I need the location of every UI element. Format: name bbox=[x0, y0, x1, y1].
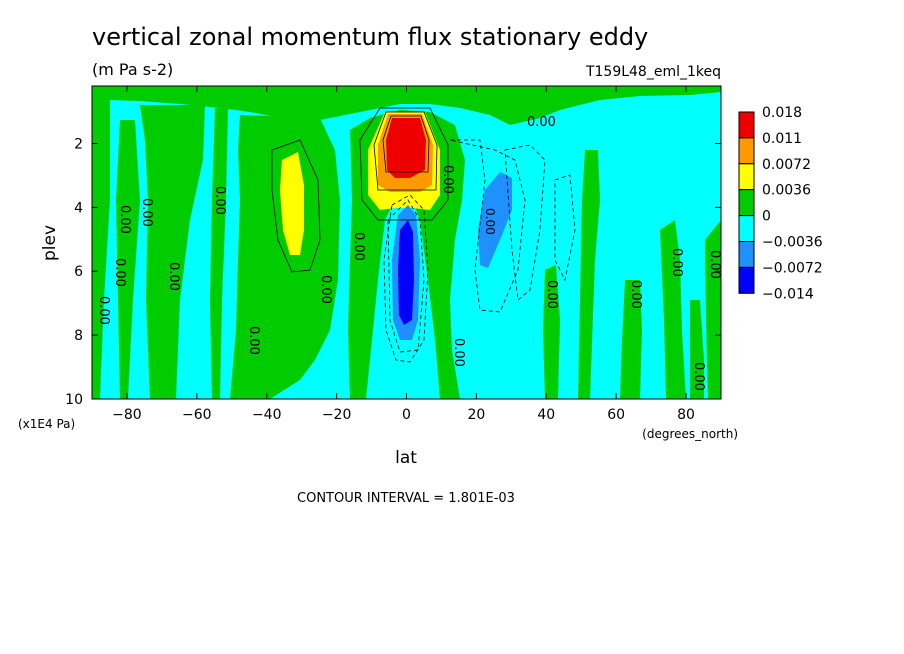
x-tick-label: 60 bbox=[607, 407, 625, 423]
green-region-midlat-south bbox=[230, 115, 340, 399]
green-region-north-a bbox=[543, 265, 560, 399]
colorbar: 0.018 0.011 0.0072 0.0036 0 −0.0036 −0.0072 −0.… bbox=[738, 105, 823, 302]
contour-field: 0.00 0.00 0.00 0.00 0.00 0.00 0.00 0.00 … bbox=[92, 86, 722, 399]
colorbar-swatch bbox=[738, 111, 755, 139]
colorbar-level-label: 0.0072 bbox=[762, 157, 811, 173]
green-region-north-polar bbox=[705, 220, 721, 399]
green-region-top bbox=[92, 86, 721, 125]
x-units-label: (degrees_north) bbox=[642, 427, 738, 441]
contour-label: 0.00 bbox=[691, 362, 706, 391]
contour-label: 0.00 bbox=[669, 248, 684, 277]
x-tick-label: 80 bbox=[677, 407, 695, 423]
contour-interval-text: CONTOUR INTERVAL = 1.801E-03 bbox=[297, 491, 515, 506]
colorbar-level-label: −0.0072 bbox=[762, 260, 823, 276]
green-region-north-c bbox=[620, 280, 642, 399]
contour-label: 0.00 bbox=[351, 232, 366, 261]
x-tick-label: −40 bbox=[252, 407, 282, 423]
contour-label: 0.00 bbox=[246, 326, 261, 355]
x-tick-label: −60 bbox=[182, 407, 212, 423]
dataset-label: T159L48_eml_1keq bbox=[585, 64, 721, 80]
contour-label: 0.00 bbox=[96, 296, 111, 325]
contour-label: 0.00 bbox=[212, 186, 227, 215]
x-axis: −80 −60 −40 −20 0 20 40 60 80 bbox=[112, 86, 695, 423]
green-region-south-b bbox=[140, 105, 205, 399]
green-region-north-b bbox=[578, 150, 600, 399]
contour-label: 0.00 bbox=[117, 205, 132, 234]
y-axis-label: plev bbox=[40, 225, 60, 261]
blue-region-north-subtropics bbox=[478, 172, 512, 268]
green-region-north-d bbox=[660, 220, 686, 399]
y-tick-label: 2 bbox=[74, 136, 83, 152]
contour-label: 0.00 bbox=[483, 208, 497, 235]
colorbar-swatch bbox=[738, 241, 755, 268]
y-tick-label: 6 bbox=[74, 264, 83, 280]
colorbar-level-label: 0.0036 bbox=[762, 183, 811, 199]
colorbar-swatch bbox=[738, 163, 755, 191]
contour-label: 0.00 bbox=[440, 165, 455, 194]
contour-label: 0.00 bbox=[166, 262, 181, 291]
x-tick-label: 0 bbox=[402, 407, 411, 423]
x-tick-label: 20 bbox=[467, 407, 485, 423]
colorbar-swatch bbox=[738, 189, 755, 217]
green-region-south-c bbox=[210, 108, 228, 399]
x-tick-label: −80 bbox=[112, 407, 142, 423]
x-axis-label: lat bbox=[395, 448, 417, 468]
colorbar-swatch bbox=[738, 215, 755, 243]
chart-units: (m Pa s-2) bbox=[92, 60, 173, 79]
y-axis: 2 4 6 8 10 bbox=[65, 136, 721, 408]
contour-label: 0.00 bbox=[112, 258, 127, 287]
colorbar-level-label: 0.018 bbox=[762, 105, 802, 121]
colorbar-level-label: 0 bbox=[762, 209, 771, 225]
yellow-max-midlat-south bbox=[280, 152, 304, 255]
x-tick-label: 40 bbox=[537, 407, 555, 423]
colorbar-level-label: −0.0036 bbox=[762, 235, 823, 251]
green-region-south-a bbox=[116, 120, 140, 399]
red-region-equator bbox=[386, 118, 426, 178]
green-region-north-e bbox=[690, 300, 704, 399]
colorbar-level-label: −0.014 bbox=[762, 286, 814, 302]
colorbar-swatch bbox=[738, 137, 755, 165]
contour-label: 0.00 bbox=[707, 250, 722, 279]
y-tick-label: 10 bbox=[65, 392, 83, 408]
contour-label: 0.00 bbox=[451, 338, 466, 367]
colorbar-swatch bbox=[738, 266, 755, 294]
colorbar-level-label: 0.011 bbox=[762, 131, 802, 147]
contour-label: 0.00 bbox=[628, 280, 643, 309]
y-tick-label: 8 bbox=[74, 328, 83, 344]
darkblue-region-equator bbox=[398, 220, 414, 325]
y-tick-label: 4 bbox=[74, 200, 83, 216]
contour-labels: 0.00 0.00 0.00 0.00 0.00 0.00 0.00 0.00 … bbox=[96, 115, 722, 391]
green-region-south-polar bbox=[92, 100, 110, 399]
chart-title: vertical zonal momentum flux stationary … bbox=[92, 23, 648, 51]
contour-label: 0.00 bbox=[527, 115, 556, 130]
contour-lines bbox=[271, 107, 449, 273]
contour-label: 0.00 bbox=[544, 280, 559, 309]
contour-label: 0.00 bbox=[139, 198, 154, 227]
y-units-label: (x1E4 Pa) bbox=[18, 417, 75, 431]
x-tick-label: −20 bbox=[322, 407, 352, 423]
contour-lines-negative bbox=[383, 139, 576, 363]
contour-label: 0.00 bbox=[318, 275, 333, 304]
